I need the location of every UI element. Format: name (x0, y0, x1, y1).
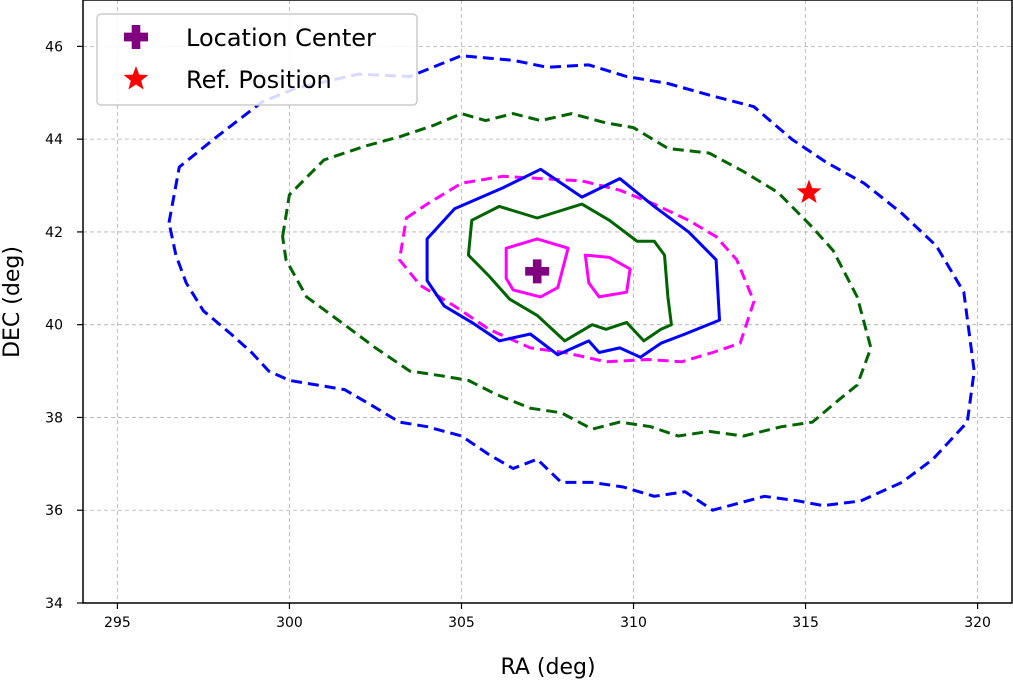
x-axis-label: RA (deg) (500, 655, 595, 680)
ref-position-marker (796, 179, 822, 203)
legend-box (96, 13, 418, 106)
contour-magenta-solid-right (583, 253, 632, 299)
contour-blue-solid (425, 167, 721, 359)
y-tick-label: 46 (45, 39, 63, 55)
ticks: 295 300 305 310 315 320 34 36 38 40 42 44 46 (45, 39, 991, 631)
y-tick-label: 44 (45, 132, 63, 148)
contour-magenta-solid-left (504, 237, 570, 299)
y-tick-label: 34 (45, 596, 63, 612)
y-axis-label: DEC (deg) (0, 246, 25, 358)
y-tick-label: 36 (45, 503, 63, 519)
x-tick-label: 295 (104, 615, 131, 631)
legend-marker-ref-position (123, 66, 149, 90)
contours (167, 54, 976, 512)
x-tick-label: 305 (448, 615, 475, 631)
location-center-marker (525, 259, 550, 284)
legend-label-location-center: Location Center (186, 24, 376, 52)
y-tick-label: 38 (45, 410, 63, 426)
contour-green-dashed-middle (281, 112, 873, 438)
x-tick-label: 310 (620, 615, 647, 631)
x-tick-label: 315 (792, 615, 819, 631)
legend-star-icon (123, 66, 149, 90)
plot-frame (82, 0, 1013, 604)
contour-green-solid (466, 202, 673, 343)
x-tick-label: 300 (276, 615, 303, 631)
contour-magenta-dashed-inner (398, 174, 756, 364)
legend-plus-icon (124, 25, 148, 49)
legend: Location Center Ref. Position (96, 13, 418, 106)
contour-blue-dashed-outer (167, 54, 976, 512)
y-tick-label: 40 (45, 318, 63, 334)
legend-label-ref-position: Ref. Position (186, 66, 332, 94)
y-tick-label: 42 (45, 225, 63, 241)
markers (525, 179, 822, 284)
x-tick-label: 320 (964, 615, 991, 631)
legend-marker-location-center (124, 25, 148, 49)
